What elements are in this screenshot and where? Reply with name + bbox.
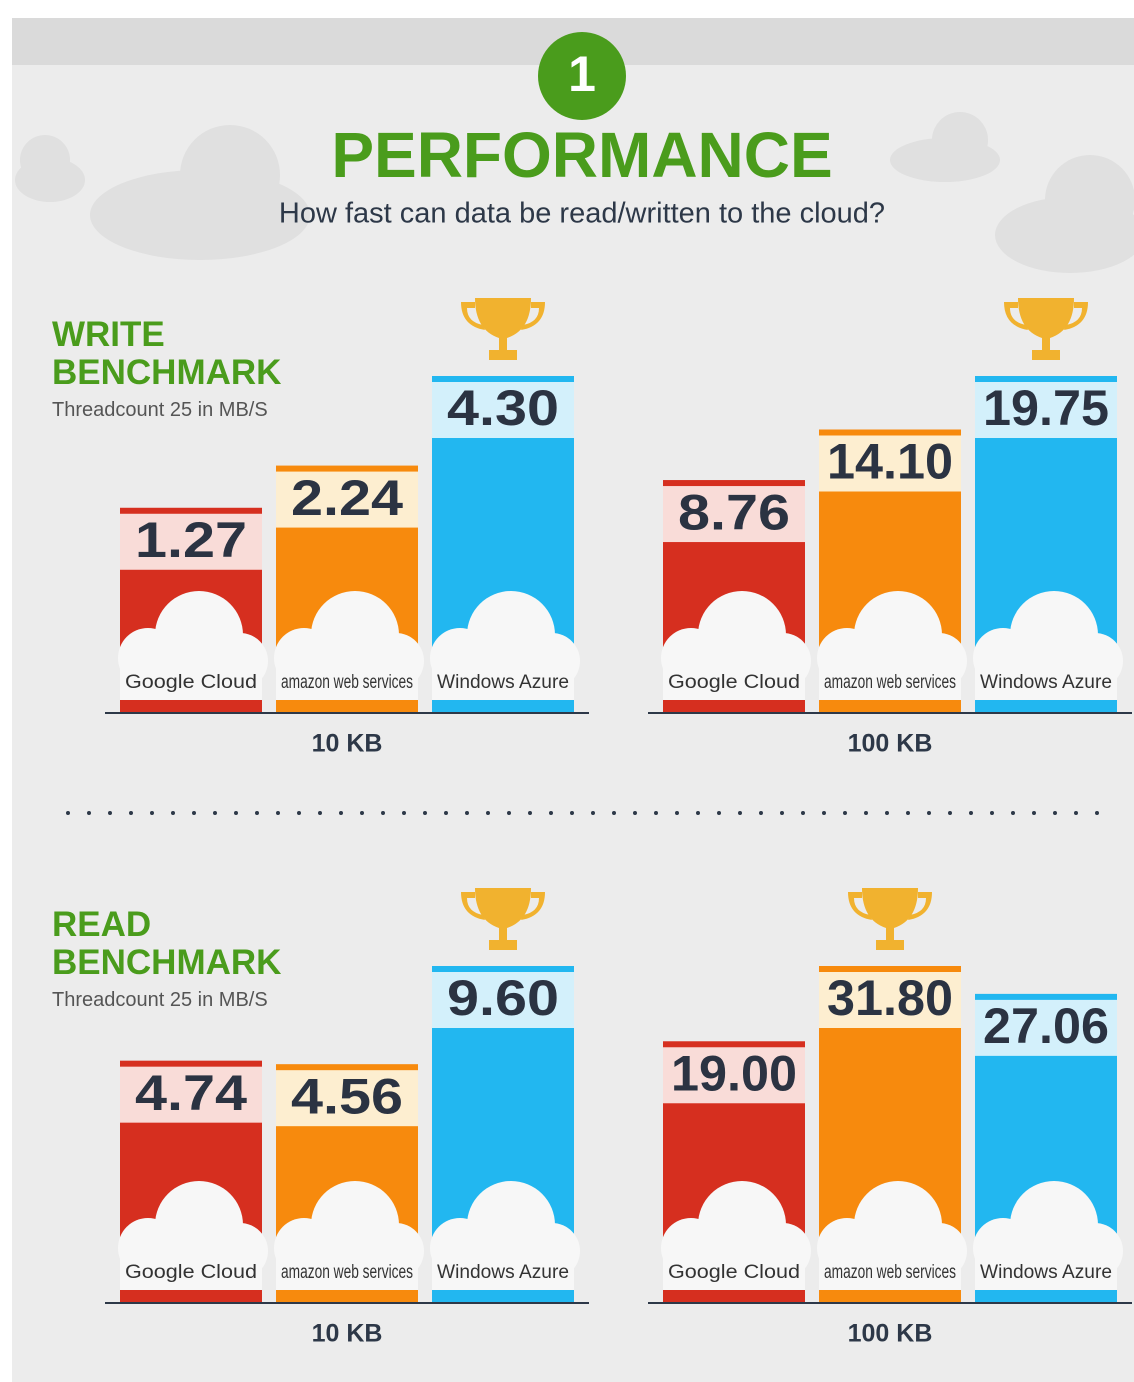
cloud-part bbox=[975, 1245, 1117, 1290]
bar-label-band bbox=[432, 382, 574, 438]
cloud-part bbox=[819, 1245, 961, 1290]
bar-label-band bbox=[120, 1066, 262, 1123]
cloud-part bbox=[975, 655, 1117, 700]
value-label: 9.60 bbox=[447, 970, 559, 1026]
logo-cloud bbox=[817, 591, 967, 700]
bar-label-band bbox=[819, 435, 961, 492]
bg-clouds bbox=[15, 112, 1134, 273]
category-label: Google Cloud bbox=[668, 672, 800, 693]
logo-cloud bbox=[118, 1181, 268, 1290]
value-label: 8.76 bbox=[678, 484, 790, 540]
bar-label-band bbox=[819, 972, 961, 1028]
logo-cloud bbox=[274, 1181, 424, 1290]
value-label: 2.24 bbox=[291, 470, 403, 526]
cloud-part bbox=[663, 655, 805, 700]
bar-label-band bbox=[432, 972, 574, 1028]
category-label: Windows Azure bbox=[980, 672, 1112, 693]
category-label: Windows Azure bbox=[437, 1262, 569, 1283]
section-title: READ BENCHMARK bbox=[52, 905, 282, 982]
bar-label-band bbox=[276, 1070, 418, 1127]
bar-label-band bbox=[276, 471, 418, 528]
cloud-part bbox=[276, 1245, 418, 1290]
trophy-handles bbox=[1004, 302, 1088, 330]
logo-cloud bbox=[118, 591, 268, 700]
page-title: PERFORMANCE bbox=[331, 119, 832, 191]
cloud-part bbox=[819, 655, 961, 700]
logo-cloud bbox=[973, 591, 1123, 700]
category-label: Google Cloud bbox=[125, 1262, 257, 1283]
category-label: Windows Azure bbox=[980, 1262, 1112, 1283]
page-subtitle: How fast can data be read/written to the… bbox=[279, 198, 885, 230]
bar-label-band bbox=[663, 486, 805, 543]
x-axis-label: 10 KB bbox=[312, 1320, 383, 1348]
bar-label-band bbox=[120, 513, 262, 570]
logo-cloud bbox=[274, 591, 424, 700]
trophy-cup bbox=[862, 888, 918, 950]
bar-label-band bbox=[975, 382, 1117, 438]
category-label: Windows Azure bbox=[437, 672, 569, 693]
logo-cloud bbox=[661, 1181, 811, 1290]
x-axis-label: 100 KB bbox=[848, 730, 933, 758]
trophy-handles bbox=[848, 892, 932, 920]
category-label: amazon web services bbox=[824, 1262, 956, 1283]
trophy-cup bbox=[475, 298, 531, 360]
category-label: amazon web services bbox=[824, 672, 956, 693]
trophy bbox=[461, 298, 545, 360]
category-label: amazon web services bbox=[281, 672, 413, 693]
cloud-part bbox=[120, 655, 262, 700]
value-label: 31.80 bbox=[827, 970, 953, 1026]
trophy-handles bbox=[461, 892, 545, 920]
bar-label-band bbox=[975, 999, 1117, 1056]
trophy bbox=[848, 888, 932, 950]
section-subtitle: Threadcount 25 in MB/S bbox=[52, 989, 268, 1011]
cloud-part bbox=[276, 655, 418, 700]
value-label: 4.56 bbox=[291, 1068, 403, 1124]
logo-cloud bbox=[430, 591, 580, 700]
category-label: Google Cloud bbox=[125, 672, 257, 693]
section-title: WRITE BENCHMARK bbox=[52, 315, 282, 392]
bar-label-band bbox=[663, 1047, 805, 1104]
trophy-cup bbox=[1018, 298, 1074, 360]
value-label: 27.06 bbox=[983, 998, 1109, 1054]
logo-cloud bbox=[973, 1181, 1123, 1290]
logo-cloud bbox=[661, 591, 811, 700]
value-label: 4.30 bbox=[447, 380, 559, 436]
value-label: 19.00 bbox=[671, 1045, 797, 1101]
x-axis-label: 10 KB bbox=[312, 730, 383, 758]
cloud-part bbox=[120, 1245, 262, 1290]
cloud-part bbox=[432, 655, 574, 700]
value-label: 4.74 bbox=[135, 1065, 247, 1121]
value-label: 14.10 bbox=[827, 434, 953, 490]
trophy-cup bbox=[475, 888, 531, 950]
section-number: 1 bbox=[568, 46, 596, 102]
category-label: Google Cloud bbox=[668, 1262, 800, 1283]
logo-cloud bbox=[430, 1181, 580, 1290]
trophy bbox=[1004, 298, 1088, 360]
logo-cloud bbox=[817, 1181, 967, 1290]
cloud-part bbox=[432, 1245, 574, 1290]
trophy-handles bbox=[461, 302, 545, 330]
category-label: amazon web services bbox=[281, 1262, 413, 1283]
value-label: 1.27 bbox=[135, 512, 247, 568]
value-label: 19.75 bbox=[983, 380, 1109, 436]
trophy bbox=[461, 888, 545, 950]
cloud-part bbox=[663, 1245, 805, 1290]
section-subtitle: Threadcount 25 in MB/S bbox=[52, 399, 268, 421]
number-badge bbox=[538, 32, 626, 120]
x-axis-label: 100 KB bbox=[848, 1320, 933, 1348]
